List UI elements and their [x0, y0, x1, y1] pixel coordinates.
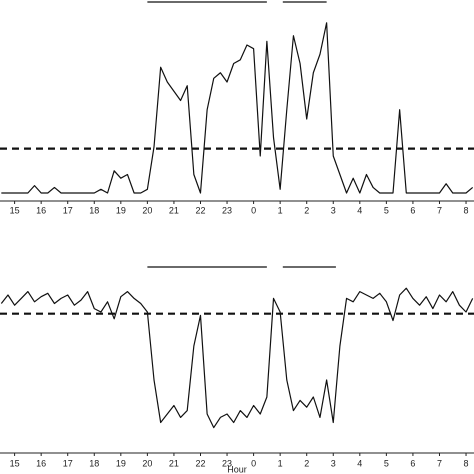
- x-tick-label: 5: [384, 205, 389, 215]
- x-tick-label: 19: [116, 458, 126, 468]
- x-tick-label: 1: [278, 205, 283, 215]
- x-tick-label: 15: [10, 458, 20, 468]
- x-tick-label: 0: [251, 205, 256, 215]
- x-tick-label: 5: [384, 458, 389, 468]
- x-tick-label: 15: [10, 205, 20, 215]
- data-line: [0, 287, 474, 429]
- x-tick-label: 19: [116, 205, 126, 215]
- x-tick-label: 21: [169, 458, 179, 468]
- x-tick-label: 7: [437, 458, 442, 468]
- x-tick-label: 4: [357, 205, 362, 215]
- x-tick-label: 18: [89, 458, 99, 468]
- x-tick-label: 23: [222, 458, 232, 468]
- x-tick-label: 22: [195, 205, 205, 215]
- x-tick-label: 17: [63, 458, 73, 468]
- x-tick-label: 4: [357, 458, 362, 468]
- x-tick-label: 22: [195, 458, 205, 468]
- x-tick-label: 21: [169, 205, 179, 215]
- x-tick-label: 16: [36, 205, 46, 215]
- x-tick-label: 8: [464, 458, 469, 468]
- x-tick-label: 16: [36, 458, 46, 468]
- x-tick-label: 0: [251, 458, 256, 468]
- x-tick-label: 3: [331, 458, 336, 468]
- x-tick-label: 7: [437, 205, 442, 215]
- data-line: [1, 22, 474, 194]
- x-tick-label: 2: [304, 205, 309, 215]
- x-tick-label: 23: [222, 205, 232, 215]
- x-tick-label: 6: [410, 458, 415, 468]
- x-tick-label: 18: [89, 205, 99, 215]
- x-tick-label: 20: [142, 458, 152, 468]
- x-tick-label: 1: [278, 458, 283, 468]
- x-tick-label: 17: [63, 205, 73, 215]
- x-tick-label: 20: [142, 205, 152, 215]
- x-tick-label: 8: [464, 205, 469, 215]
- x-tick-label: 6: [410, 205, 415, 215]
- x-axis-label: Hour: [227, 464, 247, 474]
- x-tick-label: 2: [304, 458, 309, 468]
- x-tick-label: 3: [331, 205, 336, 215]
